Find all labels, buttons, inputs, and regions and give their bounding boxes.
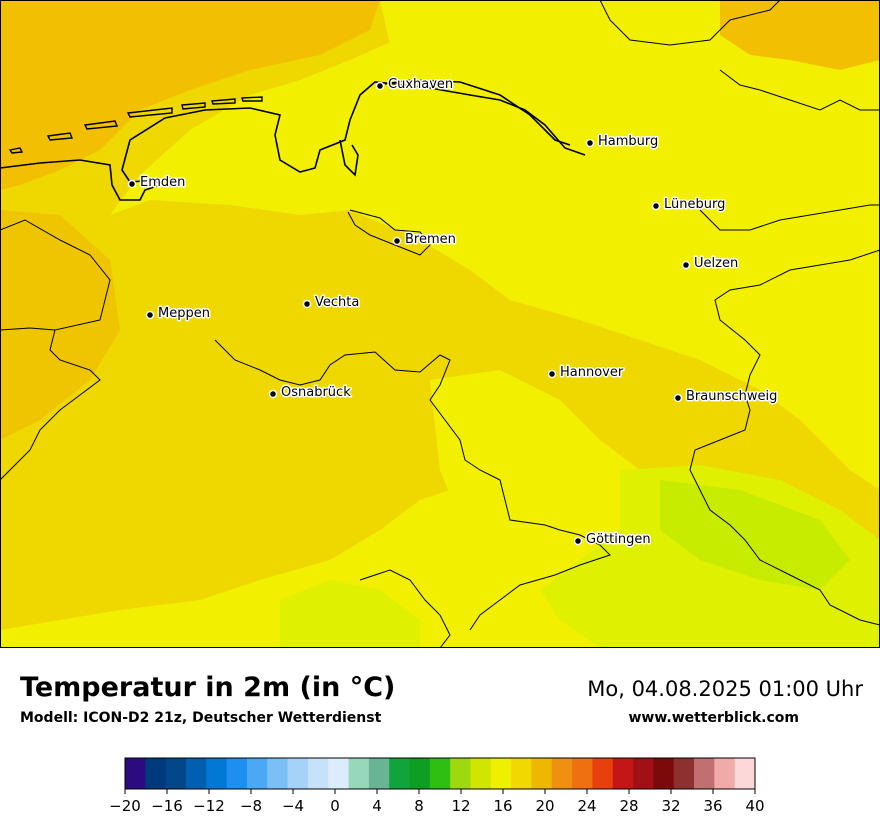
legend-swatch [612,758,634,789]
field-16-18-central [430,370,640,540]
field-14-16-south [280,580,420,648]
city-label: Uelzen [694,256,738,271]
legend-swatch [307,758,329,789]
city-label: Göttingen [586,532,651,547]
city-meppen: Meppen [145,305,211,323]
coastline [0,79,586,201]
legend-tick-label: 28 [619,797,638,815]
legend-swatch [368,758,390,789]
legend-swatch [551,758,573,789]
legend-tick-label: 4 [372,797,382,815]
field-20-22-west [0,210,120,440]
legend-swatch [185,758,207,789]
map-title: Temperatur in 2m (in °C) [20,672,396,703]
city-label: Cuxhaven [388,77,453,92]
city-label: Hamburg [598,134,658,149]
city-label: Braunschweig [686,389,777,404]
website-link[interactable]: www.wetterblick.com [628,710,800,726]
city-braunschweig: Braunschweig [673,388,779,406]
city-goettingen: Göttingen [573,531,652,549]
legend-tick-label: 0 [330,797,340,815]
legend-swatch [511,758,532,789]
city-vechta: Vechta [302,294,361,312]
city-label: Hannover [560,365,624,380]
legend-swatches [125,758,756,789]
legend-swatch [490,758,512,789]
legend-swatch [348,758,370,789]
legend-tick-label: −4 [282,797,304,815]
legend-swatch [267,758,288,789]
legend-tick-label: −12 [193,797,225,815]
city-label: Meppen [158,306,210,321]
legend-swatch [389,758,410,789]
legend-tick-label: 24 [577,797,596,815]
legend-swatch [287,758,309,789]
legend-tick-label: 40 [745,797,764,815]
legend-swatch [572,758,593,789]
legend-ticks: −20 −16 −12 −8 −4 0 4 8 12 16 20 24 28 32 36 40 [109,789,765,815]
city-bremen: Bremen [392,231,457,249]
city-label: Vechta [315,295,359,310]
legend-tick-label: 32 [661,797,680,815]
legend-swatch [429,758,451,789]
city-markers: Cuxhaven Hamburg Emden Lüneburg Bremen U… [127,76,779,549]
city-uelzen: Uelzen [681,255,740,273]
city-hannover: Hannover [547,364,625,382]
city-label: Lüneburg [664,197,725,212]
legend-tick-label: −16 [151,797,183,815]
legend-swatch [328,758,349,789]
field-20-22 [0,0,380,190]
legend-swatch [125,758,146,789]
legend-tick-label: −20 [109,797,141,815]
color-legend: −20 −16 −12 −8 −4 0 4 8 12 16 20 24 28 32 36 40 [0,750,880,830]
city-label: Emden [140,175,185,190]
city-lueneburg: Lüneburg [651,196,727,214]
legend-tick-label: 12 [451,797,470,815]
legend-swatch [470,758,492,789]
field-16-18-north [350,0,880,300]
legend-swatch [592,758,614,789]
legend-swatch [165,758,187,789]
legend-swatch [653,758,675,789]
state-borders [0,0,880,648]
city-hamburg: Hamburg [585,133,660,151]
city-cuxhaven: Cuxhaven [375,76,455,94]
legend-tick-label: 20 [535,797,554,815]
temperature-map: Cuxhaven Hamburg Emden Lüneburg Bremen U… [0,0,880,648]
legend-colorbar: −20 −16 −12 −8 −4 0 4 8 12 16 20 24 28 32 36 40 [109,757,765,815]
legend-swatch [226,758,248,789]
legend-swatch [633,758,654,789]
legend-swatch [409,758,431,789]
legend-swatch [673,758,695,789]
islands [8,96,263,154]
legend-swatch [246,758,268,789]
legend-swatch [206,758,228,789]
legend-swatch [714,758,736,789]
map-canvas: Cuxhaven Hamburg Emden Lüneburg Bremen U… [0,0,880,648]
legend-swatch [694,758,715,789]
forecast-datetime: Mo, 04.08.2025 01:00 Uhr [587,677,863,701]
legend-swatch [450,758,471,789]
legend-tick-label: 36 [703,797,722,815]
model-subtitle: Modell: ICON-D2 21z, Deutscher Wetterdie… [20,710,382,726]
city-label: Bremen [405,232,456,247]
field-20-22-hamburg [720,0,880,70]
city-label: Osnabrück [281,385,351,400]
field-12-14 [660,480,850,590]
legend-frame [124,757,756,790]
legend-swatch [531,758,553,789]
city-emden: Emden [127,174,187,192]
legend-swatch [734,758,756,789]
legend-tick-label: −8 [240,797,262,815]
city-osnabrueck: Osnabrück [268,384,353,402]
legend-swatch [145,758,167,789]
legend-tick-label: 16 [493,797,512,815]
legend-tick-label: 8 [414,797,424,815]
